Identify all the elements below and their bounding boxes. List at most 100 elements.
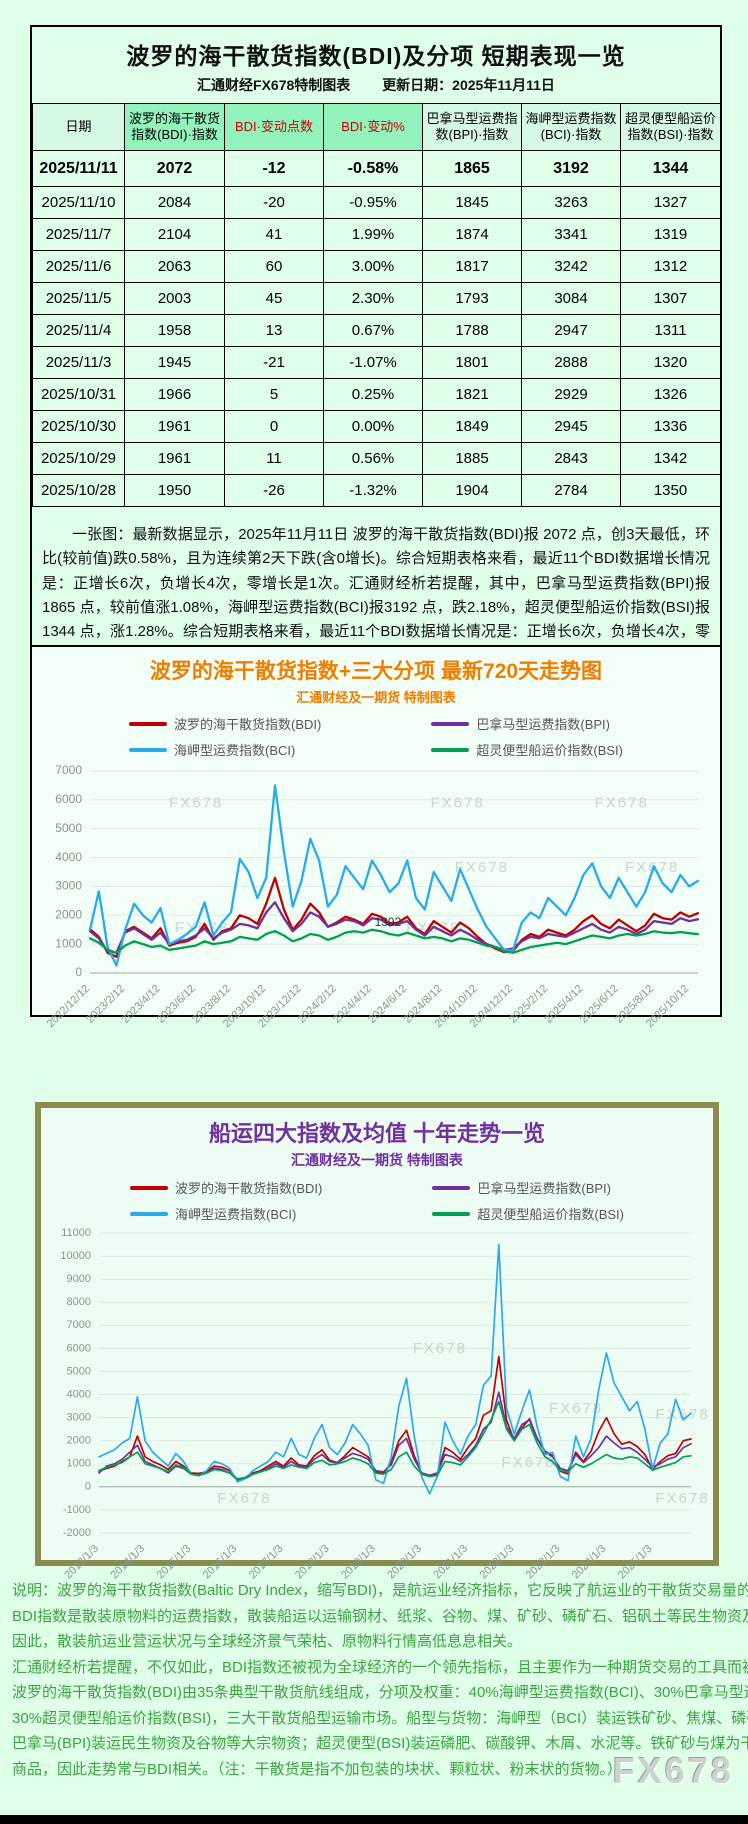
table-row: 2025/11/11 2072 -12 -0.58% 1865 3192 1344 bbox=[32, 150, 721, 187]
svg-text:7000: 7000 bbox=[55, 763, 82, 777]
legend-label: 超灵便型船运价指数(BSI) bbox=[476, 743, 623, 758]
table-row: 2025/11/10 2084 -20 -0.95% 1845 3263 1327 bbox=[32, 186, 721, 219]
table-cell: 2003 bbox=[124, 282, 225, 315]
svg-text:-1000: -1000 bbox=[63, 1504, 91, 1516]
svg-text:2017/1/3: 2017/1/3 bbox=[247, 1543, 286, 1582]
table-row: 2025/11/5 2003 45 2.30% 1793 3084 1307 bbox=[32, 282, 721, 315]
table-cell: 1793 bbox=[422, 282, 522, 315]
table-cell: 1845 bbox=[422, 186, 522, 219]
table-row: 2025/11/7 2104 41 1.99% 1874 3341 1319 bbox=[32, 218, 721, 251]
svg-text:2022/12/12: 2022/12/12 bbox=[45, 983, 92, 1030]
table-cell: 2072 bbox=[124, 150, 225, 187]
legend-swatch bbox=[431, 721, 470, 726]
legend-item: 超灵便型船运价指数(BSI) bbox=[432, 1204, 624, 1223]
table-cell: 41 bbox=[224, 218, 324, 251]
svg-text:FX678: FX678 bbox=[502, 1454, 556, 1471]
table-cell: 2025/11/7 bbox=[32, 218, 125, 251]
svg-text:FX678: FX678 bbox=[169, 794, 223, 811]
table-cell: 1950 bbox=[124, 474, 225, 507]
table-row: 2025/11/3 1945 -21 -1.07% 1801 2888 1320 bbox=[32, 346, 721, 379]
col-bdi-change-points: BDI·变动点数 bbox=[224, 103, 324, 151]
table-cell: 3242 bbox=[521, 250, 621, 283]
table-cell: 1327 bbox=[620, 186, 721, 219]
table-cell: 2025/11/6 bbox=[32, 250, 125, 283]
update-date: 更新日期：2025年11月11日 bbox=[382, 77, 555, 93]
table-cell: 1326 bbox=[620, 378, 721, 411]
svg-text:11000: 11000 bbox=[61, 1227, 91, 1239]
table-cell: 1344 bbox=[620, 150, 721, 187]
legend-label: 超灵便型船运价指数(BSI) bbox=[477, 1207, 624, 1222]
chart-panel-720d: 波罗的海干散货指数+三大分项 最新720天走势图 汇通财经及一期货 特制图表 波… bbox=[30, 645, 722, 1030]
table-cell: 0.25% bbox=[323, 378, 423, 411]
legend-swatch bbox=[129, 721, 168, 726]
svg-text:7000: 7000 bbox=[67, 1319, 91, 1331]
svg-text:FX678: FX678 bbox=[595, 794, 649, 811]
legend-item: 巴拿马型运费指数(BPI) bbox=[431, 714, 623, 733]
bdi-short-term-panel: 波罗的海干散货指数(BDI)及分项 短期表现一览 汇通财经FX678特制图表 更… bbox=[30, 25, 722, 685]
table-cell: 3.00% bbox=[323, 250, 423, 283]
svg-text:1000: 1000 bbox=[55, 936, 82, 950]
table-cell: 5 bbox=[224, 378, 324, 411]
table-cell: 1336 bbox=[620, 410, 721, 443]
svg-text:2000: 2000 bbox=[67, 1435, 91, 1447]
chart-legend: 波罗的海干散货指数(BDI) 巴拿马型运费指数(BPI) 海岬型运费指数(BCI) 超… bbox=[41, 1176, 713, 1227]
legend-item: 波罗的海干散货指数(BDI) bbox=[129, 714, 321, 733]
svg-text:FX678: FX678 bbox=[217, 1490, 271, 1507]
table-cell: -20 bbox=[224, 186, 324, 219]
table-cell: 0.00% bbox=[323, 410, 423, 443]
legend-item: 海岬型运费指数(BCI) bbox=[130, 1204, 322, 1223]
footnotes: 说明：波罗的海干散货指数(Baltic Dry Index，缩写BDI)，是航运… bbox=[12, 1578, 748, 1782]
svg-text:FX678: FX678 bbox=[455, 859, 509, 876]
legend-item: 巴拿马型运费指数(BPI) bbox=[432, 1178, 624, 1197]
table-cell: 2025/10/28 bbox=[32, 474, 125, 507]
footnote-line: 说明：波罗的海干散货指数(Baltic Dry Index，缩写BDI)，是航运… bbox=[12, 1582, 748, 1599]
table-cell: 1874 bbox=[422, 218, 522, 251]
svg-text:2024/1/3: 2024/1/3 bbox=[570, 1543, 609, 1582]
table-cell: 1865 bbox=[422, 150, 522, 187]
table-cell: 1342 bbox=[620, 442, 721, 475]
legend-item: 超灵便型船运价指数(BSI) bbox=[431, 740, 623, 759]
table-cell: 1788 bbox=[422, 314, 522, 347]
table-cell: 45 bbox=[224, 282, 324, 315]
table-cell: 2947 bbox=[521, 314, 621, 347]
chart-legend: 波罗的海干散货指数(BDI) 巴拿马型运费指数(BPI) 海岬型运费指数(BCI) 超… bbox=[32, 712, 720, 763]
svg-text:0: 0 bbox=[75, 965, 82, 979]
legend-swatch bbox=[431, 747, 470, 752]
footnote-line: BDI指数是散装原物料的运费指数，散装船运以运输钢材、纸浆、谷物、煤、矿砂、磷矿… bbox=[12, 1607, 748, 1625]
svg-text:8000: 8000 bbox=[67, 1296, 91, 1308]
svg-text:6000: 6000 bbox=[67, 1342, 91, 1354]
line-chart-10y: -2000 -1000 0 1000 2000 3000 4000 5000 6000 7000 8… bbox=[41, 1227, 713, 1611]
table-cell: 1350 bbox=[620, 474, 721, 507]
table-cell: 1849 bbox=[422, 410, 522, 443]
table-cell: 1.99% bbox=[323, 218, 423, 251]
svg-text:FX678: FX678 bbox=[655, 1490, 707, 1507]
table-cell: 2084 bbox=[124, 186, 225, 219]
svg-text:1392: 1392 bbox=[375, 915, 402, 929]
page-title: 波罗的海干散货指数(BDI)及分项 短期表现一览 bbox=[126, 43, 626, 69]
table-cell: 2929 bbox=[521, 378, 621, 411]
table-cell: 2025/10/29 bbox=[32, 442, 125, 475]
svg-text:FX678: FX678 bbox=[430, 794, 484, 811]
table-cell: 3084 bbox=[521, 282, 621, 315]
footnote-line: 30%超灵便型船运价指数(BSI)，三大干散货船型运输市场。船型与货物：海岬型（… bbox=[12, 1709, 748, 1727]
table-cell: 1311 bbox=[620, 314, 721, 347]
table-cell: 3192 bbox=[521, 150, 621, 187]
table-cell: 11 bbox=[224, 442, 324, 475]
legend-label: 波罗的海干散货指数(BDI) bbox=[175, 1181, 323, 1196]
table-row: 2025/11/4 1958 13 0.67% 1788 2947 1311 bbox=[32, 314, 721, 347]
table-cell: 2843 bbox=[521, 442, 621, 475]
table-cell: 1966 bbox=[124, 378, 225, 411]
table-cell: 2025/11/4 bbox=[32, 314, 125, 347]
table-cell: -26 bbox=[224, 474, 324, 507]
legend-label: 巴拿马型运费指数(BPI) bbox=[477, 1181, 611, 1196]
legend-label: 波罗的海干散货指数(BDI) bbox=[174, 717, 322, 732]
table-cell: 2025/11/11 bbox=[32, 150, 125, 187]
table-cell: 3263 bbox=[521, 186, 621, 219]
bottom-bar bbox=[0, 1815, 748, 1824]
svg-text:FX678: FX678 bbox=[625, 859, 679, 876]
col-bci: 海岬型运费指数(BCI)·指数 bbox=[521, 103, 621, 151]
table-cell: 1319 bbox=[620, 218, 721, 251]
table-row: 2025/10/28 1950 -26 -1.32% 1904 2784 1350 bbox=[32, 474, 721, 507]
svg-text:0: 0 bbox=[85, 1481, 91, 1493]
